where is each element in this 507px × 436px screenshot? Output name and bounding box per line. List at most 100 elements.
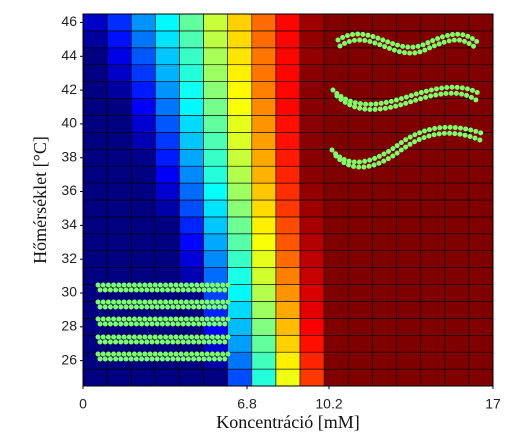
heatmap-cell: [372, 13, 397, 32]
cell-fill: [347, 115, 373, 133]
cell-fill: [203, 267, 229, 285]
cell-fill: [155, 13, 180, 32]
heatmap-cell: [179, 182, 204, 201]
cell-fill: [106, 216, 132, 235]
cell-fill: [275, 318, 301, 336]
heatmap-cell: [203, 148, 229, 167]
cell-fill: [275, 182, 301, 201]
heatmap-cell: [251, 148, 277, 167]
cell-fill: [372, 267, 397, 285]
cell-fill: [347, 284, 373, 302]
heatmap-cell: [130, 199, 156, 218]
heatmap-cell: [444, 182, 470, 201]
chain: [334, 90, 479, 112]
heatmap-cell: [251, 233, 277, 252]
heatmap-cell: [82, 250, 108, 268]
heatmap-cell: [299, 318, 325, 336]
cell-fill: [130, 250, 156, 268]
cell-fill: [323, 182, 349, 201]
heatmap-cell: [155, 98, 180, 116]
cell-fill: [420, 318, 446, 336]
heatmap-cell: [275, 233, 301, 252]
heatmap-cell: [251, 13, 277, 32]
cell-fill: [155, 165, 180, 184]
cell-fill: [299, 233, 325, 252]
cell-fill: [155, 64, 180, 82]
heatmap-cell: [203, 64, 229, 82]
cell-fill: [323, 368, 349, 387]
heatmap-cell: [420, 148, 446, 167]
cell-fill: [251, 81, 277, 99]
heatmap-cell: [227, 148, 253, 167]
y-tick-label: 38: [61, 148, 77, 164]
cell-fill: [323, 115, 349, 133]
cell-fill: [323, 250, 349, 268]
heatmap-cell: [155, 368, 180, 387]
heatmap-cell: [130, 64, 156, 82]
cell-fill: [179, 115, 204, 133]
heatmap-cell: [203, 98, 229, 116]
heatmap-cell: [275, 334, 301, 353]
cell-fill: [227, 250, 253, 268]
heatmap-cell: [372, 284, 397, 302]
heatmap-cell: [444, 301, 470, 319]
y-tick-label: 32: [61, 250, 77, 266]
heatmap-cell: [155, 81, 180, 99]
heatmap-cell: [130, 182, 156, 201]
cell-fill: [444, 148, 470, 167]
heatmap-cell: [323, 132, 349, 150]
x-tick-label: 10.2: [315, 396, 342, 412]
cell-fill: [396, 165, 421, 184]
cell-fill: [372, 318, 397, 336]
heatmap-cell: [251, 47, 277, 66]
cell-fill: [396, 199, 421, 218]
y-tick-label: 36: [61, 182, 77, 198]
heatmap-cell: [323, 47, 349, 66]
heatmap-cell: [179, 13, 204, 32]
cell-fill: [347, 47, 373, 66]
cell-fill: [155, 233, 180, 252]
cell-fill: [179, 81, 204, 99]
heatmap-cell: [179, 250, 204, 268]
heatmap-cell: [130, 267, 156, 285]
cell-fill: [323, 13, 349, 32]
cell-fill: [468, 233, 494, 252]
cell-fill: [130, 98, 156, 116]
heatmap-cell: [227, 13, 253, 32]
cell-fill: [275, 115, 301, 133]
cell-fill: [323, 216, 349, 235]
heatmap-cell: [323, 233, 349, 252]
cell-fill: [155, 216, 180, 235]
heatmap-cell: [251, 301, 277, 319]
heatmap-cell: [155, 182, 180, 201]
cell-fill: [323, 318, 349, 336]
cell-fill: [323, 199, 349, 218]
heatmap-cell: [420, 64, 446, 82]
cell-fill: [468, 267, 494, 285]
y-tick-label: 46: [61, 13, 77, 29]
heatmap-cell: [275, 47, 301, 66]
heatmap-cell: [106, 115, 132, 133]
cell-fill: [444, 98, 470, 116]
heatmap-cell: [155, 132, 180, 150]
cell-fill: [347, 216, 373, 235]
cell-fill: [299, 47, 325, 66]
heatmap-cell: [203, 250, 229, 268]
heatmap-cell: [82, 30, 108, 49]
heatmap-cell: [323, 115, 349, 133]
heatmap-cell: [372, 334, 397, 353]
cell-fill: [251, 13, 277, 32]
cell-fill: [275, 199, 301, 218]
heatmap-cell: [106, 267, 132, 285]
heatmap-cell: [275, 368, 301, 387]
cell-fill: [227, 182, 253, 201]
heatmap-cell: [275, 182, 301, 201]
cell-fill: [82, 368, 108, 387]
cell-fill: [396, 115, 421, 133]
heatmap-cell: [227, 199, 253, 218]
heatmap-cell: [444, 233, 470, 252]
cell-fill: [251, 115, 277, 133]
cell-fill: [347, 334, 373, 353]
heatmap-cell: [275, 148, 301, 167]
heatmap-cell: [251, 199, 277, 218]
